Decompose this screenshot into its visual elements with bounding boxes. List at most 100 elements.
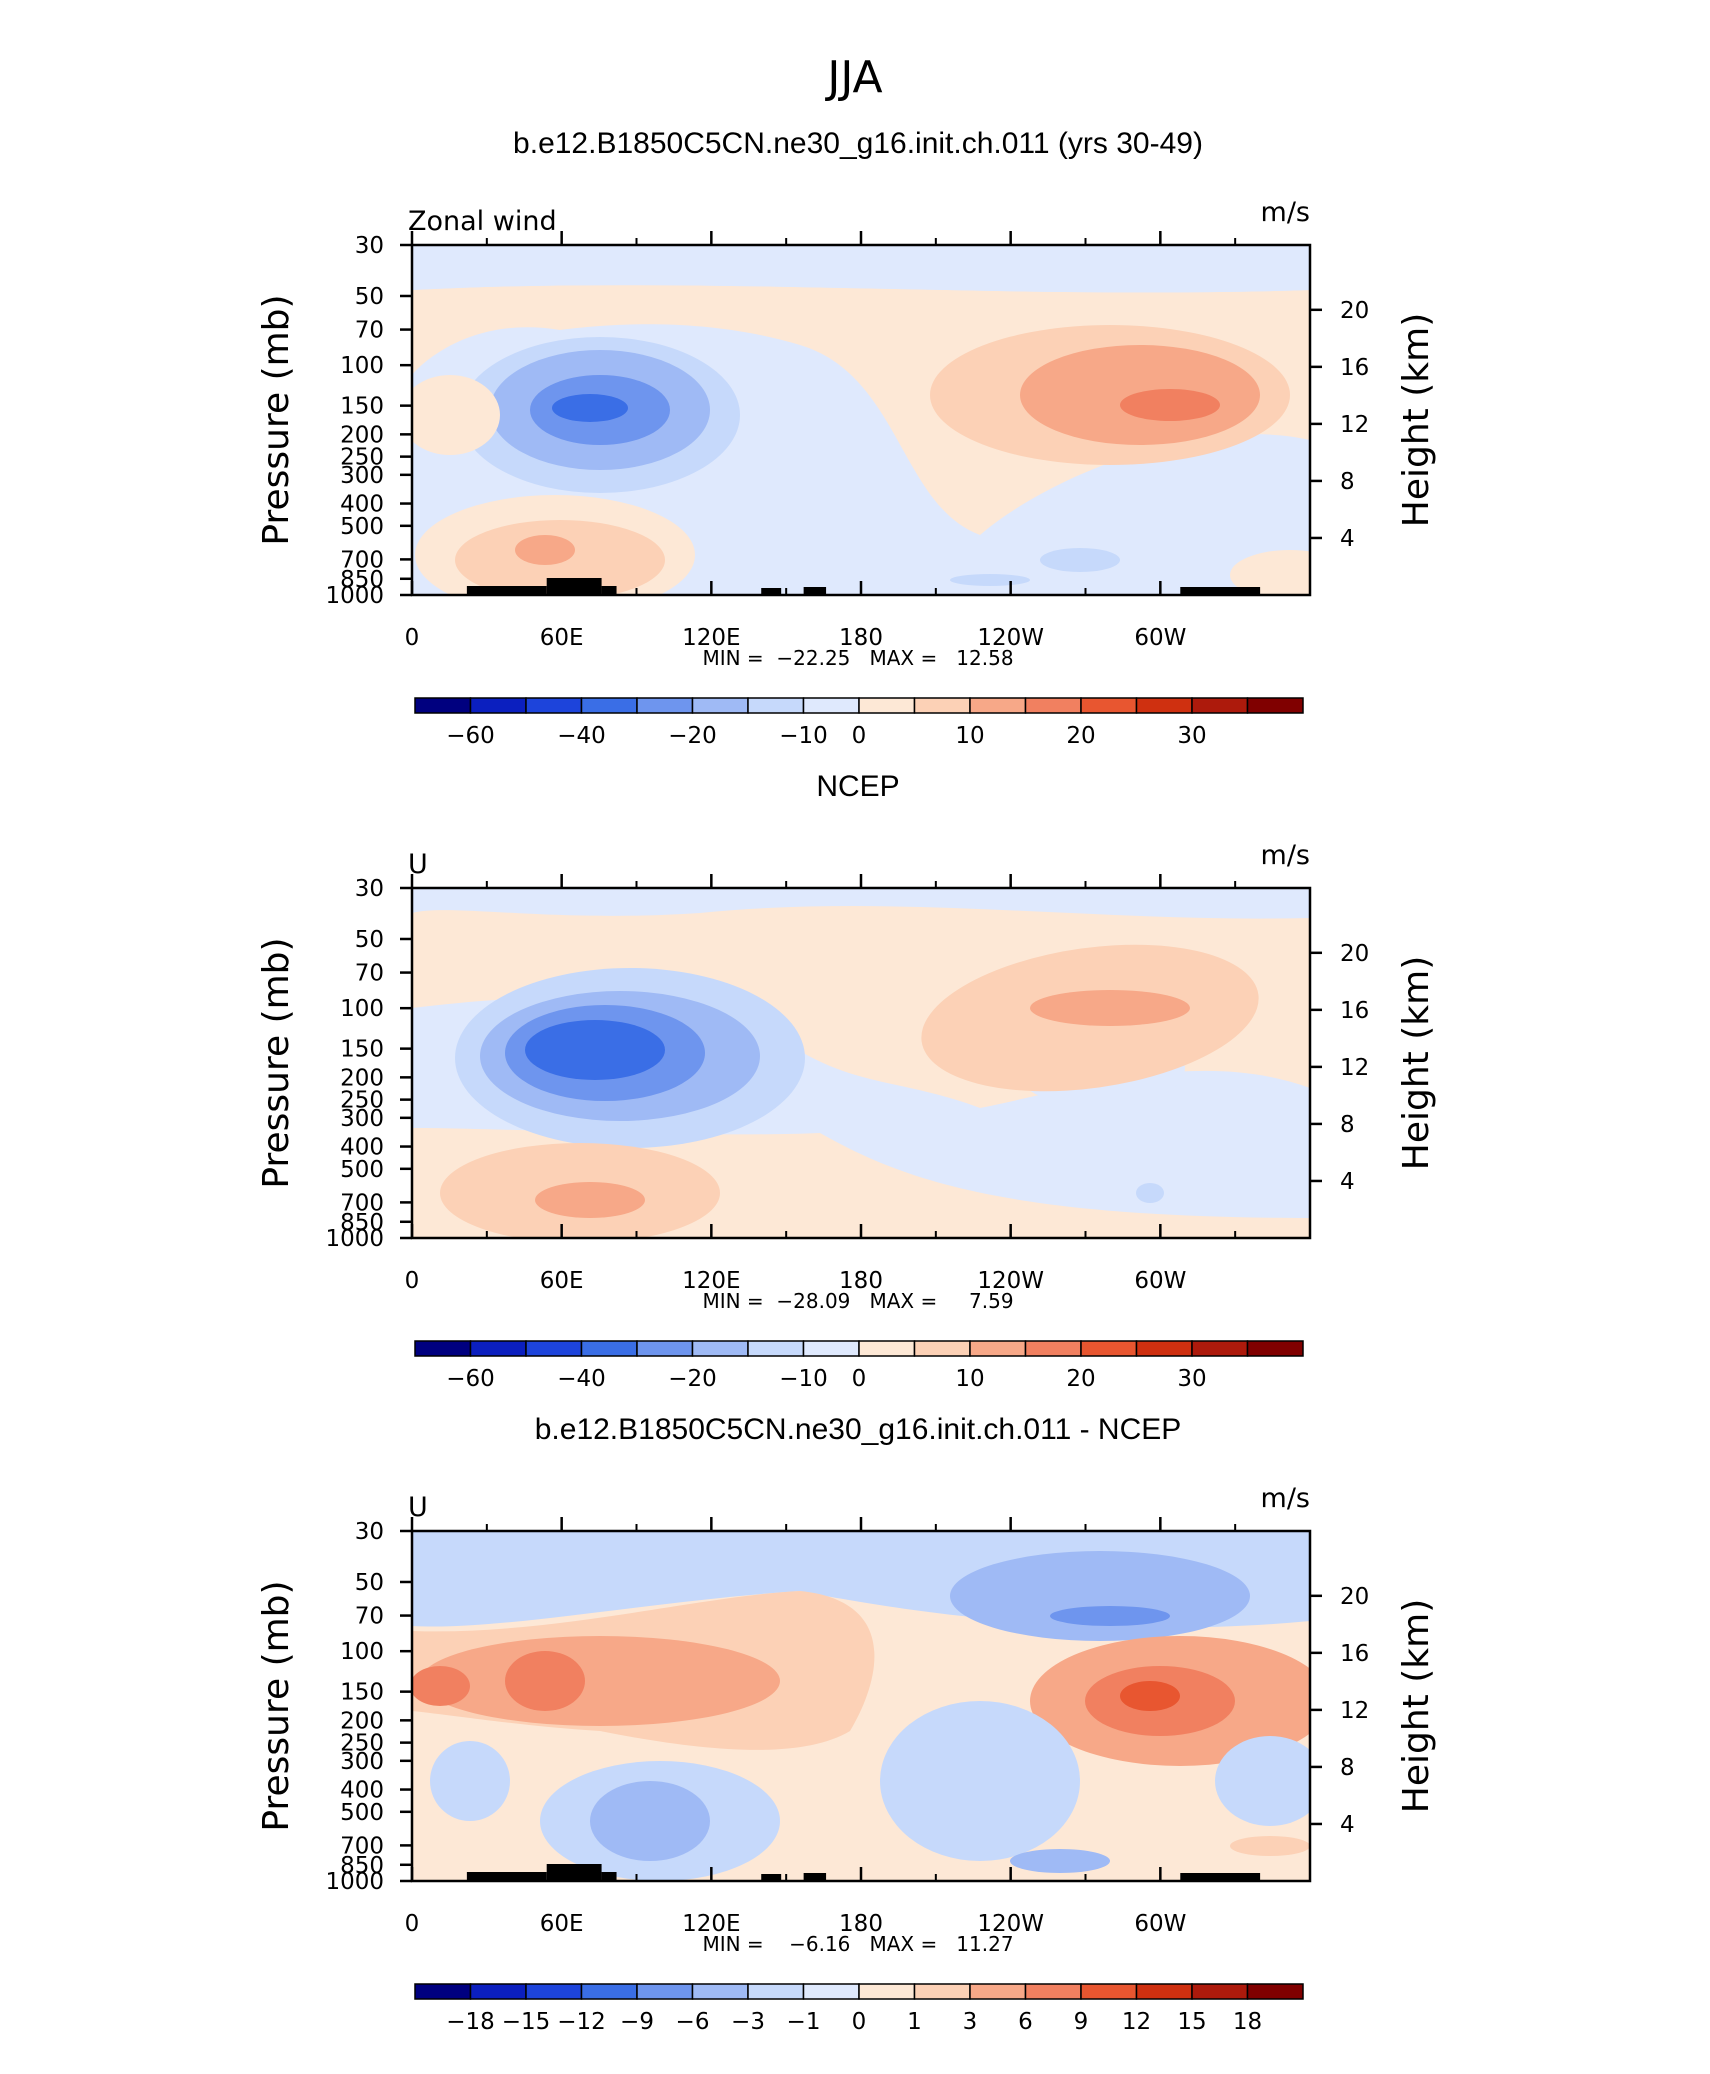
colorbar-label: −10 bbox=[779, 1366, 828, 1392]
colorbar-swatch bbox=[1024, 697, 1082, 714]
colorbar-swatch bbox=[913, 697, 971, 714]
y-tick-label: 300 bbox=[340, 463, 384, 489]
y2-tick-label: 4 bbox=[1340, 526, 1355, 552]
y-tick-label: 1000 bbox=[325, 583, 384, 609]
y-tick-label: 150 bbox=[340, 1037, 384, 1063]
units-label: m/s bbox=[1261, 840, 1310, 871]
y2-axis-label: Height (km) bbox=[1396, 956, 1437, 1170]
y-tick-label: 500 bbox=[340, 1157, 384, 1183]
y-tick-label: 500 bbox=[340, 514, 384, 540]
y2-axis-label: Height (km) bbox=[1396, 313, 1437, 527]
y-tick-label: 250 bbox=[340, 1731, 384, 1757]
y-tick-label: 500 bbox=[340, 1800, 384, 1826]
colorbar-label: −20 bbox=[668, 1366, 717, 1392]
y2-tick-label: 12 bbox=[1340, 412, 1369, 438]
colorbar-label: −10 bbox=[779, 723, 828, 749]
y-tick-label: 70 bbox=[355, 318, 384, 344]
y2-tick-label: 8 bbox=[1340, 1112, 1355, 1138]
y-tick-label: 100 bbox=[340, 1639, 384, 1665]
x-tick-label: 180 bbox=[839, 1268, 883, 1294]
y-axis-label: Pressure (mb) bbox=[256, 1580, 297, 1831]
y2-axis-label: Height (km) bbox=[1396, 1599, 1437, 1813]
x-tick-label: 120W bbox=[977, 625, 1044, 651]
field-label: Zonal wind bbox=[408, 206, 557, 237]
y-tick-label: 70 bbox=[355, 1604, 384, 1630]
panel-1: b.e12.B1850C5CN.ne30_g16.init.ch.011 (yr… bbox=[256, 127, 1437, 749]
colorbar-swatch bbox=[414, 1983, 472, 2000]
x-tick-label: 0 bbox=[405, 1911, 420, 1937]
y2-tick-label: 12 bbox=[1340, 1055, 1369, 1081]
x-tick-label: 60E bbox=[540, 625, 584, 651]
colorbar-swatch bbox=[802, 1983, 860, 2000]
colorbar-label: −1 bbox=[787, 2009, 821, 2035]
colorbar-swatch bbox=[469, 1340, 527, 1357]
colorbar: −60 −40 −20 −10 0 10 20 30 bbox=[414, 697, 1304, 749]
colorbar-swatch bbox=[1191, 697, 1249, 714]
y-tick-label: 30 bbox=[355, 876, 384, 902]
colorbar-swatch bbox=[858, 1340, 916, 1357]
y-axis-label: Pressure (mb) bbox=[256, 294, 297, 545]
colorbar-swatch bbox=[525, 1340, 583, 1357]
x-tick-label: 120E bbox=[682, 625, 740, 651]
x-tick-label: 60W bbox=[1134, 1268, 1186, 1294]
colorbar-swatch bbox=[525, 697, 583, 714]
colorbar-swatch bbox=[969, 1983, 1027, 2000]
y-tick-label: 100 bbox=[340, 353, 384, 379]
colorbar-label: 30 bbox=[1177, 1366, 1206, 1392]
colorbar-label: −60 bbox=[446, 1366, 495, 1392]
colorbar-label: 0 bbox=[852, 2009, 867, 2035]
colorbar-swatch bbox=[969, 1340, 1027, 1357]
colorbar-swatch bbox=[913, 1340, 971, 1357]
y2-tick-label: 16 bbox=[1340, 355, 1369, 381]
colorbar-swatch bbox=[1135, 1340, 1193, 1357]
colorbar-label: −20 bbox=[668, 723, 717, 749]
colorbar-swatch bbox=[1191, 1340, 1249, 1357]
y2-tick-label: 20 bbox=[1340, 941, 1369, 967]
colorbar-label: 10 bbox=[955, 723, 984, 749]
y-tick-label: 1000 bbox=[325, 1869, 384, 1895]
field-label: U bbox=[408, 1492, 428, 1523]
x-tick-label: 120W bbox=[977, 1911, 1044, 1937]
colorbar-swatch bbox=[1246, 697, 1304, 714]
colorbar-label: 1 bbox=[907, 2009, 922, 2035]
colorbar-swatch bbox=[580, 1340, 638, 1357]
y-tick-label: 30 bbox=[355, 1519, 384, 1545]
colorbar-swatch bbox=[636, 1340, 694, 1357]
colorbar-swatch bbox=[691, 697, 749, 714]
y-tick-label: 200 bbox=[340, 422, 384, 448]
y-tick-label: 100 bbox=[340, 996, 384, 1022]
colorbar-swatch bbox=[525, 1983, 583, 2000]
y-tick-label: 700 bbox=[340, 1190, 384, 1216]
colorbar-label: −9 bbox=[620, 2009, 654, 2035]
contour-field bbox=[412, 245, 1310, 595]
colorbar-label: −40 bbox=[557, 1366, 606, 1392]
y-tick-label: 150 bbox=[340, 1680, 384, 1706]
x-tick-label: 60E bbox=[540, 1268, 584, 1294]
colorbar-label: 3 bbox=[963, 2009, 978, 2035]
colorbar-swatch bbox=[802, 1340, 860, 1357]
min-max-stats: MIN = −28.09 MAX = 7.59 bbox=[702, 1289, 1013, 1313]
panel-3: b.e12.B1850C5CN.ne30_g16.init.ch.011 - N… bbox=[256, 1413, 1437, 2035]
colorbar-swatch bbox=[636, 697, 694, 714]
y-tick-label: 50 bbox=[355, 1570, 384, 1596]
colorbar-swatch bbox=[802, 697, 860, 714]
y-tick-label: 850 bbox=[340, 1853, 384, 1879]
colorbar-swatch bbox=[858, 697, 916, 714]
colorbar-swatch bbox=[469, 1983, 527, 2000]
colorbar-swatch bbox=[1135, 1983, 1193, 2000]
y-tick-label: 50 bbox=[355, 284, 384, 310]
x-tick-label: 60E bbox=[540, 1911, 584, 1937]
colorbar-label: 0 bbox=[852, 1366, 867, 1392]
units-label: m/s bbox=[1261, 1483, 1310, 1514]
colorbar-label: −6 bbox=[676, 2009, 710, 2035]
colorbar-swatch bbox=[1135, 697, 1193, 714]
colorbar-label: −18 bbox=[446, 2009, 495, 2035]
min-max-stats: MIN = −6.16 MAX = 11.27 bbox=[702, 1932, 1013, 1956]
colorbar-swatch bbox=[1246, 1983, 1304, 2000]
colorbar-swatch bbox=[1246, 1340, 1304, 1357]
colorbar-swatch bbox=[1024, 1983, 1082, 2000]
colorbar-label: −40 bbox=[557, 723, 606, 749]
colorbar-swatch bbox=[691, 1983, 749, 2000]
colorbar-label: 10 bbox=[955, 1366, 984, 1392]
